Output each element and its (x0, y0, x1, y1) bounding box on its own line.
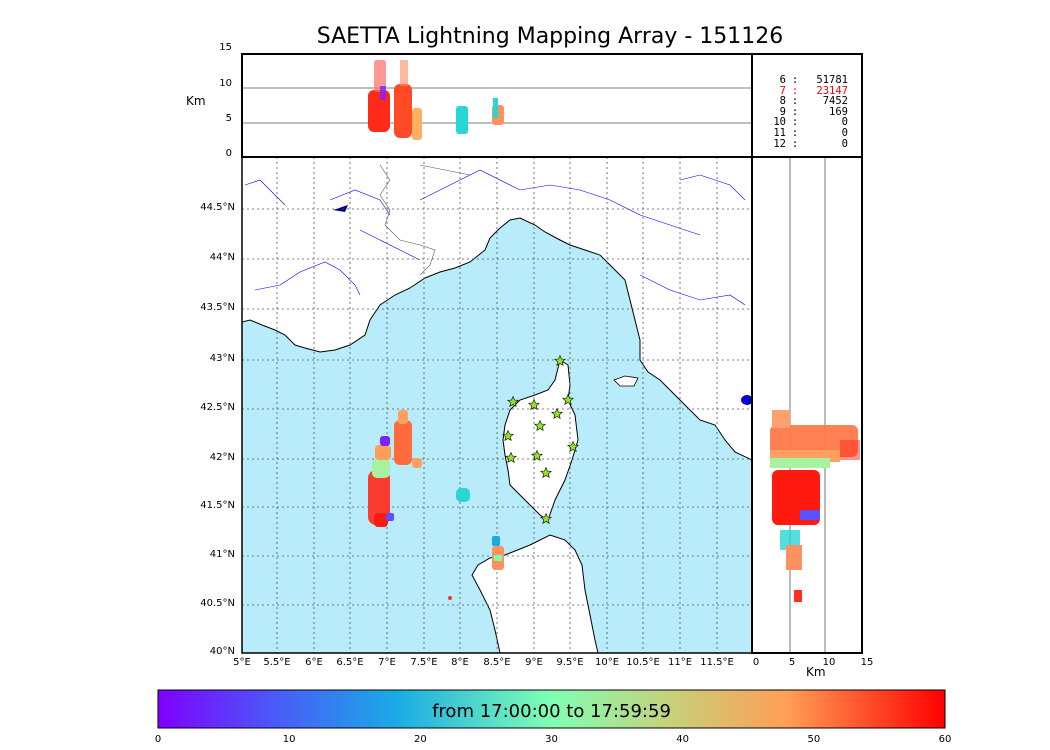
station-star-icon (505, 451, 517, 464)
separator: : (791, 74, 799, 86)
station-star-icon (534, 419, 546, 432)
station-star-icon (562, 393, 574, 406)
station-star-icon (528, 398, 540, 411)
station-star-icon (502, 429, 514, 442)
source-count: 23147 (816, 84, 848, 97)
longitude-label: 8.5°E (483, 657, 511, 668)
station-level: 6 (779, 74, 786, 86)
colorbar-tick: 20 (413, 734, 427, 745)
station-level: 9 (779, 105, 786, 118)
latitude-label: 40°N (209, 646, 235, 657)
separator: : (791, 105, 799, 118)
station-star-icon (554, 354, 566, 367)
altitude-longitude-panel (242, 60, 752, 140)
colorbar-tick: 50 (807, 734, 821, 745)
right-panel-xtick: 15 (860, 657, 874, 668)
station-markers (502, 354, 579, 525)
longitude-label: 7°E (378, 657, 396, 668)
mainland-coast (242, 157, 752, 461)
longitude-label: 5.5°E (263, 657, 291, 668)
longitude-label: 8°E (451, 657, 469, 668)
latitude-label: 41°N (209, 549, 235, 560)
station-star-icon (531, 449, 543, 462)
right-panel-xtick: 0 (752, 657, 760, 668)
latitude-label: 43.5°N (200, 302, 235, 313)
station-star-icon (507, 395, 519, 408)
longitude-label: 10.5°E (626, 657, 660, 668)
top-panel-ytick: 10 (219, 78, 232, 89)
corsica (502, 359, 579, 521)
source-count: 0 (841, 126, 848, 139)
latitude-label: 40.5°N (200, 598, 235, 609)
colorbar-tick: 40 (676, 734, 690, 745)
colorbar-label: from 17:00:00 to 17:59:59 (432, 701, 671, 722)
colorbar-tick: 60 (938, 734, 952, 745)
longitude-label: 11°E (667, 657, 693, 668)
latitude-label: 44°N (209, 252, 235, 263)
station-level: 12 (773, 137, 786, 150)
longitude-label: 6.5°E (336, 657, 364, 668)
station-star-icon (540, 512, 552, 525)
latitude-label: 41.5°N (200, 500, 235, 511)
station-star-icon (551, 407, 563, 420)
top-panel-ytick: 15 (219, 42, 232, 53)
station-count-row: 10: 0 (760, 117, 848, 128)
longitude-label: 9.5°E (556, 657, 584, 668)
lightning-points-map (368, 410, 504, 600)
top-panel-ytick: 0 (225, 148, 232, 159)
map-area (242, 157, 752, 653)
colorbar-tick: 10 (282, 734, 296, 745)
separator: : (791, 84, 799, 97)
page-title: SAETTA Lightning Mapping Array - 151126 (316, 24, 784, 49)
colorbar-tick: 30 (545, 734, 558, 745)
station-star-icon (540, 466, 552, 479)
longitude-label: 7.5°E (410, 657, 438, 668)
station-level: 8 (779, 95, 786, 108)
right-panel-xlabel: Km (806, 665, 826, 679)
longitude-label: 10°E (594, 657, 620, 668)
source-count: 169 (829, 105, 848, 118)
latitude-altitude-panel (770, 157, 860, 653)
station-count-row: 11: 0 (760, 128, 848, 139)
station-count-table: 6: 51781 7: 23147 8: 7452 9: 169 10: 0 11: 0 12: 0 (760, 75, 848, 149)
station-star-icon (567, 440, 579, 453)
colorbar-tick: 0 (154, 734, 162, 745)
longitude-label: 6°E (305, 657, 323, 668)
right-panel-xtick: 5 (788, 657, 796, 668)
latitude-label: 44.5°N (200, 202, 235, 213)
latitude-label: 43°N (209, 353, 235, 364)
colorbar (157, 689, 946, 729)
latitude-label: 42.5°N (200, 402, 235, 413)
source-count: 7452 (822, 95, 848, 108)
station-level: 11 (773, 126, 786, 139)
top-panel-ytick: 5 (225, 113, 232, 124)
station-count-row: 8: 7452 (760, 96, 848, 107)
separator: : (791, 95, 799, 108)
station-count-row: 12: 0 (760, 137, 848, 150)
station-count-row: 9: 169 (760, 107, 848, 118)
station-count-row: 7: 23147 (760, 84, 848, 97)
source-count: 0 (841, 137, 848, 150)
station-level: 10 (773, 116, 786, 129)
separator: : (791, 126, 799, 139)
top-panel-ylabel: Km (186, 94, 206, 108)
station-level: 7 (779, 84, 786, 97)
right-panel-xtick: 10 (822, 657, 836, 668)
longitude-label: 5°E (233, 657, 251, 668)
longitude-label: 11.5°E (700, 657, 734, 668)
latitude-label: 42°N (209, 452, 235, 463)
station-count-row: 6: 51781 (760, 75, 848, 86)
separator: : (791, 137, 799, 150)
longitude-label: 9°E (525, 657, 543, 668)
source-count: 0 (841, 116, 848, 129)
source-count: 51781 (816, 74, 848, 86)
separator: : (791, 116, 799, 129)
